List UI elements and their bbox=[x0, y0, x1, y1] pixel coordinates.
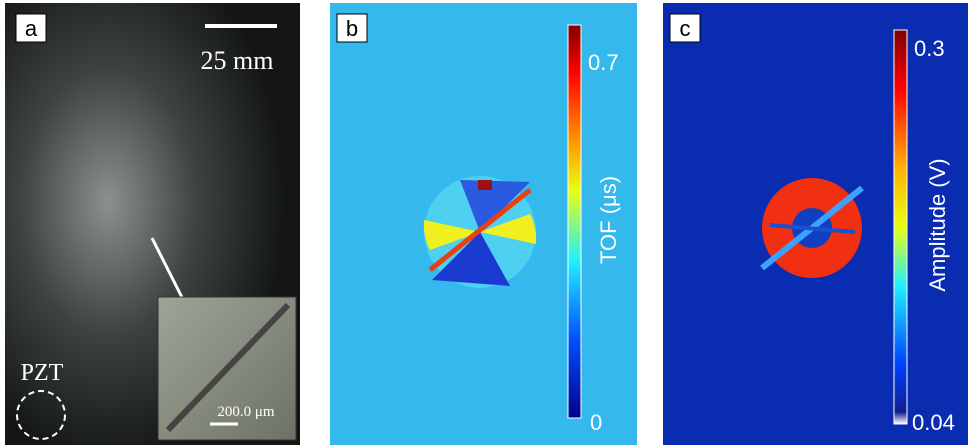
colorbar-tick: 0 bbox=[590, 410, 602, 435]
colorbar bbox=[894, 30, 907, 424]
colorbar-tick: 0.7 bbox=[588, 50, 619, 75]
pzt-text: PZT bbox=[21, 360, 64, 386]
colorbar-title: TOF (μs) bbox=[596, 176, 621, 264]
scale-text: 25 mm bbox=[201, 46, 274, 75]
panel-c: c 0.3 0.04 Amplitude (V) bbox=[663, 3, 968, 445]
colorbar-tick: 0.04 bbox=[912, 410, 955, 435]
colorbar-title: Amplitude (V) bbox=[925, 158, 950, 291]
panel-a: a 25 mm 200.0 μm PZT bbox=[5, 3, 300, 445]
panel-label: b bbox=[346, 16, 358, 41]
panel-label: a bbox=[25, 16, 38, 41]
panel-label: c bbox=[680, 16, 691, 41]
spot bbox=[478, 180, 492, 190]
colorbar-tick: 0.3 bbox=[914, 36, 945, 61]
figure: a 25 mm 200.0 μm PZT b 0.7 0 TOF (μs) bbox=[0, 0, 970, 447]
colorbar bbox=[568, 25, 581, 418]
inset-scale-text: 200.0 μm bbox=[217, 404, 275, 420]
page: a 25 mm 200.0 μm PZT b 0.7 0 TOF (μs) bbox=[0, 0, 970, 447]
panel-b: b 0.7 0 TOF (μs) bbox=[330, 3, 637, 445]
